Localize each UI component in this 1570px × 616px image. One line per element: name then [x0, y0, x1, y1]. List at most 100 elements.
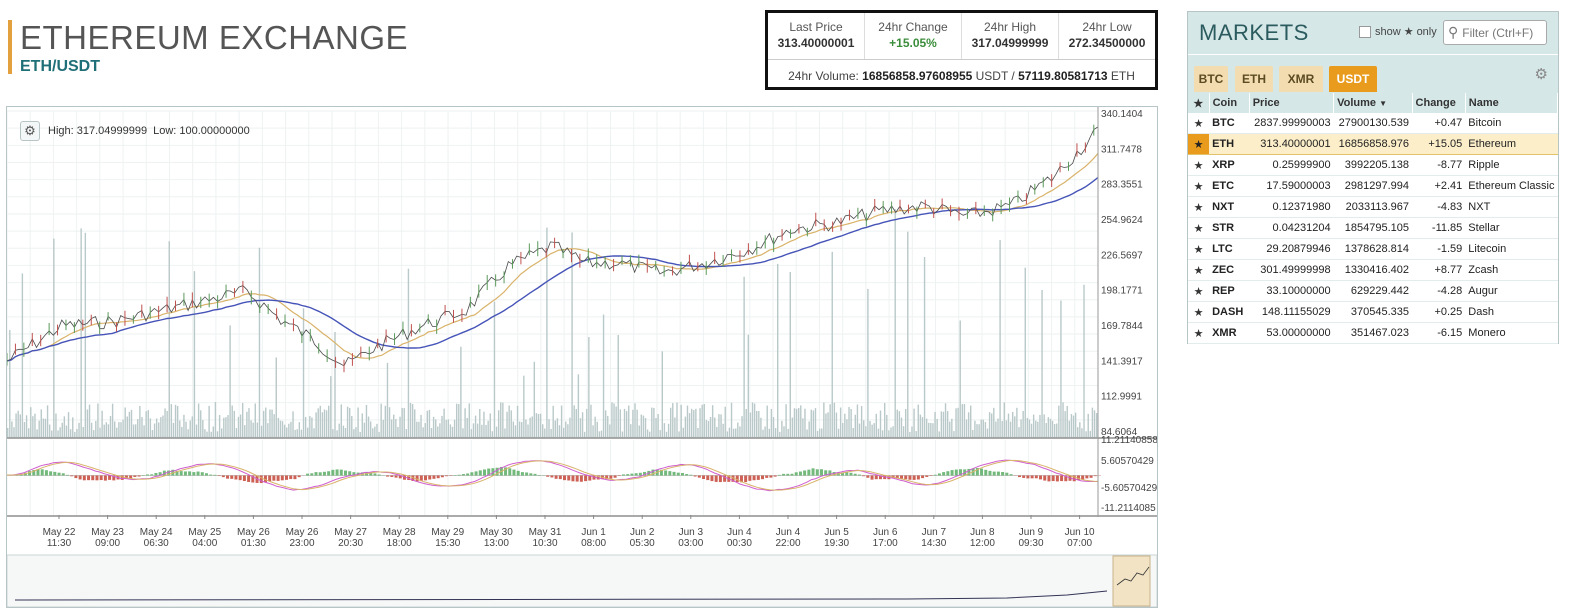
volume-bar — [491, 431, 494, 437]
market-row[interactable]: ★ BTC 2837.99990003 27900130.539 +0.47 Bitcoi… — [1188, 113, 1558, 134]
macd-histogram-bar — [870, 475, 874, 480]
favorite-star-icon[interactable]: ★ — [1188, 154, 1210, 176]
market-row[interactable]: ★ STR 0.04231204 1854795.105 -11.85 Stellar — [1188, 217, 1558, 239]
volume-bar — [409, 402, 412, 437]
star-column-icon[interactable]: ★ — [1188, 93, 1210, 113]
favorite-star-icon[interactable]: ★ — [1188, 259, 1210, 281]
market-row[interactable]: ★ REP 33.10000000 629229.442 -4.28 Augur — [1188, 280, 1558, 302]
macd-histogram-bar — [415, 475, 419, 482]
volume-bar — [911, 426, 913, 437]
favorite-star-icon[interactable]: ★ — [1188, 301, 1210, 323]
volume-bar — [246, 411, 248, 437]
date-tick-label: Jun 4 — [776, 527, 801, 538]
market-row[interactable]: ★ ETC 17.59000003 2981297.994 +2.41 Ethereum … — [1188, 175, 1558, 197]
macd-histogram-bar — [744, 475, 748, 483]
favorite-star-icon[interactable]: ★ — [1188, 238, 1210, 260]
macd-histogram-bar — [457, 474, 461, 476]
favorite-star-icon[interactable]: ★ — [1188, 113, 1210, 134]
tab-eth[interactable]: ETH — [1235, 66, 1273, 92]
volume-bar — [621, 431, 624, 437]
market-row[interactable]: ★ XRP 0.25999900 3992205.138 -8.77 Ripple — [1188, 154, 1558, 176]
volume-bar — [493, 301, 496, 437]
macd-histogram-bar — [1017, 475, 1021, 478]
market-row[interactable]: ★ XMR 53.00000000 351467.023 -6.15 Monero — [1188, 322, 1558, 344]
col-price[interactable]: Price — [1249, 93, 1335, 113]
tab-xmr[interactable]: XMR — [1279, 66, 1323, 92]
chart-canvas[interactable]: 340.1404 311.7478 283.3551 254.9624 226.5697… — [7, 107, 1157, 607]
chart-settings-gear-icon[interactable]: ⚙ — [20, 121, 40, 141]
macd-tick-label: -5.60570429 — [1101, 483, 1157, 494]
macd-histogram-bar — [819, 469, 823, 476]
volume-bar — [114, 421, 116, 437]
favorite-star-icon[interactable]: ★ — [1188, 322, 1210, 344]
volume-bar — [1018, 427, 1020, 437]
volume-bar — [707, 421, 710, 437]
favorite-star-icon[interactable]: ★ — [1188, 196, 1210, 218]
market-row[interactable]: ★ LTC 29.20879946 1378628.814 -1.59 Litecoin — [1188, 238, 1558, 260]
volume-bar — [1085, 431, 1087, 437]
macd-histogram-bar — [445, 475, 449, 477]
volume-bar — [1064, 411, 1066, 437]
volume-bar — [959, 320, 961, 437]
navigator-window-line — [1116, 566, 1150, 586]
market-row[interactable]: ★ ZEC 301.49999998 1330416.402 +8.77 Zcash — [1188, 259, 1558, 281]
volume-bar — [441, 415, 443, 437]
time-tick-label: 10:30 — [532, 538, 557, 549]
tab-btc[interactable]: BTC — [1194, 66, 1228, 92]
volume-bar — [816, 430, 819, 437]
volume-bar — [737, 422, 739, 437]
macd-histogram-bar — [352, 472, 356, 476]
volume-bar — [393, 414, 395, 437]
volume-bar — [569, 417, 571, 437]
volume-bar — [946, 411, 949, 437]
volume-bar — [957, 407, 959, 437]
market-row[interactable]: ★ ETH 313.40000001 16856858.976 +15.05 Ethere… — [1188, 133, 1558, 155]
volume-bar — [747, 334, 750, 437]
row-volume: 1378628.814 — [1333, 238, 1413, 260]
tab-usdt[interactable]: USDT — [1329, 66, 1377, 92]
macd-histogram-bar — [912, 475, 916, 480]
volume-bar — [529, 417, 531, 437]
macd-histogram-bar — [217, 475, 221, 477]
favorite-star-icon[interactable]: ★ — [1188, 133, 1210, 155]
col-coin[interactable]: Coin — [1209, 93, 1250, 113]
price-chart[interactable]: 340.1404 311.7478 283.3551 254.9624 226.5697… — [6, 106, 1158, 608]
volume-bar — [1032, 414, 1035, 437]
row-change: -4.28 — [1412, 280, 1466, 302]
volume-bar — [596, 421, 598, 437]
col-change[interactable]: Change — [1412, 93, 1466, 113]
col-name[interactable]: Name — [1465, 93, 1559, 113]
time-tick-label: 22:00 — [775, 538, 800, 549]
market-row[interactable]: ★ DASH 148.11155029 370545.335 +0.25 Dash — [1188, 301, 1558, 323]
volume-bar — [1070, 414, 1073, 437]
row-price: 17.59000003 — [1249, 175, 1334, 197]
volume-bar — [988, 412, 991, 437]
market-row[interactable]: ★ NXT 0.12371980 2033113.967 -4.83 NXT — [1188, 196, 1558, 218]
macd-histogram-bar — [474, 471, 478, 476]
volume-bar — [586, 408, 588, 437]
volume-bar — [581, 412, 584, 437]
volume-bar — [109, 416, 112, 437]
volume-bar — [359, 431, 361, 437]
high-value: 317.04999999 — [971, 36, 1049, 50]
volume-bar — [758, 411, 760, 437]
macd-histogram-bar — [1085, 475, 1089, 479]
volume-bar — [208, 405, 210, 437]
volume-bar — [97, 403, 99, 437]
volume-bar — [823, 402, 825, 437]
volume-bar — [128, 411, 131, 437]
favorite-star-icon[interactable]: ★ — [1188, 175, 1210, 197]
show-starred-toggle[interactable]: show ★ only — [1359, 25, 1437, 38]
volume-bar — [562, 427, 565, 437]
starred-checkbox[interactable] — [1359, 25, 1371, 38]
row-volume: 351467.023 — [1333, 322, 1413, 344]
favorite-star-icon[interactable]: ★ — [1188, 280, 1210, 302]
macd-histogram-bar — [428, 475, 432, 480]
volume-bar — [250, 420, 252, 437]
volume-bar — [462, 428, 464, 437]
favorite-star-icon[interactable]: ★ — [1188, 217, 1210, 239]
col-volume[interactable]: Volume ▼ — [1333, 93, 1413, 113]
filter-input[interactable]: ⚲ Filter (Ctrl+F) — [1443, 20, 1547, 45]
markets-settings-gear-icon[interactable]: ⚙ — [1534, 66, 1548, 83]
volume-bar — [1035, 420, 1037, 437]
